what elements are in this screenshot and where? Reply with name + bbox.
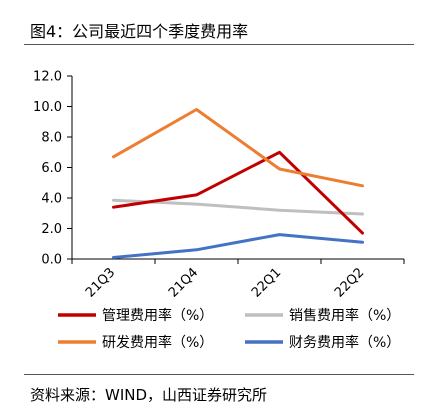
series-line-0 [112, 150, 364, 235]
legend-label-3: 财务费用率（%） [289, 334, 400, 351]
y-tick-label: 6.0 [41, 161, 62, 176]
legend-label-0: 管理费用率（%） [102, 307, 213, 324]
figure-title: 图4：公司最近四个季度费用率 [30, 22, 249, 41]
series-line-3 [112, 233, 364, 259]
source-note: 资料来源：WIND，山西证券研究所 [30, 386, 268, 404]
chart-series [112, 108, 364, 259]
x-tick-label: 21Q3 [83, 265, 118, 300]
y-tick-label: 10.0 [33, 100, 62, 115]
x-tick-label: 22Q1 [249, 265, 284, 300]
x-tick-label: 22Q2 [332, 265, 367, 300]
series-line-2 [112, 108, 364, 188]
bottom-rule [24, 374, 414, 375]
y-tick-label: 4.0 [41, 192, 62, 207]
y-tick-label: 2.0 [41, 222, 62, 237]
legend-label-1: 销售费用率（%） [289, 307, 400, 324]
x-tick-label: 21Q4 [166, 265, 201, 300]
y-tick-label: 12.0 [33, 70, 62, 85]
legend-label-2: 研发费用率（%） [102, 334, 213, 351]
y-tick-label: 8.0 [41, 131, 62, 146]
chart-legend: 管理费用率（%） 销售费用率（%） 研发费用率（%） 财务费用率（%） [58, 307, 400, 351]
top-rule [24, 44, 414, 45]
y-tick-label: 0.0 [41, 253, 62, 268]
